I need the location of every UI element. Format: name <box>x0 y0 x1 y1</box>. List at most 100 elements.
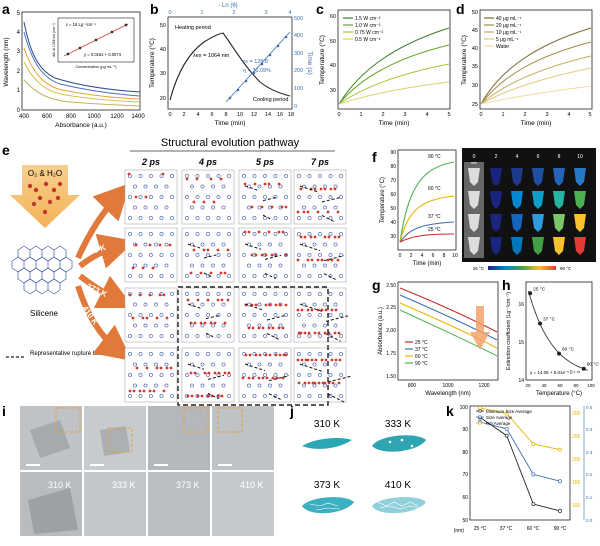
ytick: 80 <box>390 164 396 170</box>
oxygen-atom <box>320 258 324 262</box>
thermal-tube <box>532 168 544 186</box>
si-ring <box>242 394 246 398</box>
oxygen-atom <box>202 248 206 252</box>
si-ring <box>143 263 148 268</box>
si-ring <box>200 184 205 189</box>
oxygen-atom <box>27 183 33 189</box>
si-ring <box>242 373 246 377</box>
oxygen-atom <box>196 394 200 398</box>
oxygen-atom <box>220 394 224 398</box>
si-ring <box>297 174 301 178</box>
si-ring <box>190 263 194 268</box>
si-ring <box>333 205 338 210</box>
oxygen-atom <box>333 235 337 239</box>
ytick: 30 <box>160 71 166 77</box>
si-ring <box>227 352 231 356</box>
hole <box>410 444 414 448</box>
legend-entry: 5 μg mL⁻¹ <box>496 37 519 43</box>
ytick-mid: 150 <box>572 480 581 486</box>
si-ring <box>143 323 148 328</box>
oxygen-atom <box>148 243 152 247</box>
si-ring <box>318 174 322 178</box>
oxygen-atom <box>254 253 258 257</box>
oxygen-atom <box>300 358 304 362</box>
oxygen-atom <box>321 381 325 385</box>
si-ring <box>323 362 327 367</box>
tem-image <box>212 406 274 470</box>
rupture-legend-label: Representative rupture boundary <box>30 351 118 357</box>
si-ring <box>185 313 189 317</box>
si-ring <box>284 313 288 317</box>
si-ring <box>154 242 158 247</box>
oxygen-atom <box>257 230 261 234</box>
ytick-right: 400 <box>294 33 303 39</box>
panel-k: k Minimum Size Average Size Average PdI … <box>446 403 593 534</box>
xtick: 3 <box>403 112 406 118</box>
top-tick: 2 <box>232 10 235 16</box>
si-ring <box>200 383 205 388</box>
oxygen-atom <box>185 177 189 181</box>
inset-plot: ε = 16 Lg⁻¹cm⁻¹ y = 0.016x + 0.0074 Conc… <box>52 17 135 69</box>
zoom-box <box>107 427 133 453</box>
si-ring <box>195 253 200 257</box>
legend-marker <box>478 421 482 425</box>
si-ring <box>159 253 164 257</box>
temperature-curve <box>169 32 291 101</box>
xtick: 2 <box>523 112 526 118</box>
xtick: 0 <box>168 112 171 118</box>
si-ring <box>307 334 312 338</box>
oxygen-atom <box>296 308 300 312</box>
top-axis-label: - Ln (θ) <box>218 3 237 9</box>
oxygen-atom <box>260 253 264 257</box>
y-axis-label: Wavelength (nm) <box>3 37 10 86</box>
si-ring <box>227 232 231 236</box>
series-marker <box>504 433 509 438</box>
si-ring <box>149 313 153 317</box>
series-90 <box>399 161 455 243</box>
oxygen-atom <box>280 205 284 209</box>
si-ring <box>164 302 169 307</box>
oxygen-atom <box>203 371 207 375</box>
lattice-row <box>17 245 67 262</box>
si-ring <box>211 205 215 210</box>
panel-b: b - Ln (θ) 0 1 2 3 4 Heating period Cool… <box>148 1 313 127</box>
thermal-tube <box>532 191 544 209</box>
time-header: 7 ps <box>311 157 329 167</box>
axes-frame <box>479 9 593 110</box>
si-ring <box>128 216 132 220</box>
si-ring <box>195 232 200 236</box>
si-ring <box>206 232 210 236</box>
si-ring <box>284 334 288 338</box>
si-ring <box>339 313 343 317</box>
si-ring <box>216 313 221 317</box>
oxygen-atom <box>219 271 223 275</box>
panel-h: h 25 °C 37 °C 60 °C 90 °C y = 14.06 + 5.01e… <box>502 277 599 397</box>
si-ring <box>128 373 132 377</box>
oxygen-atom <box>278 303 282 307</box>
x-axis-label: Time (min) <box>379 120 410 127</box>
si-ring <box>138 373 143 377</box>
oxygen-atom <box>310 308 314 312</box>
ytick: 90 <box>462 427 468 433</box>
oxygen-atom <box>227 371 231 375</box>
si-ring <box>154 323 158 328</box>
si-ring <box>252 394 257 398</box>
oxygen-atom <box>37 195 43 201</box>
md-snapshot <box>293 287 349 343</box>
si-ring <box>268 362 272 367</box>
oxygen-atom <box>189 321 193 325</box>
si-ring <box>318 274 322 278</box>
legend-entry: 1.5 W cm⁻² <box>355 16 381 22</box>
series-label: 37 °C <box>428 214 441 220</box>
x-ticks: 25 °C 37 °C 60 °C 90 °C <box>474 526 567 532</box>
si-ring <box>263 274 267 278</box>
y-axis-label: Absorbance (a.u.) <box>378 307 384 355</box>
crack <box>309 502 339 507</box>
oxygen-atom <box>263 182 267 186</box>
oxygen-atom <box>192 248 196 252</box>
tem-label: 310 K <box>48 480 72 490</box>
y-axis-label: Temperature (°C) <box>460 35 468 85</box>
si-ring <box>195 313 200 317</box>
xtick: 4 <box>425 112 428 118</box>
xtick: 3 <box>545 112 548 118</box>
